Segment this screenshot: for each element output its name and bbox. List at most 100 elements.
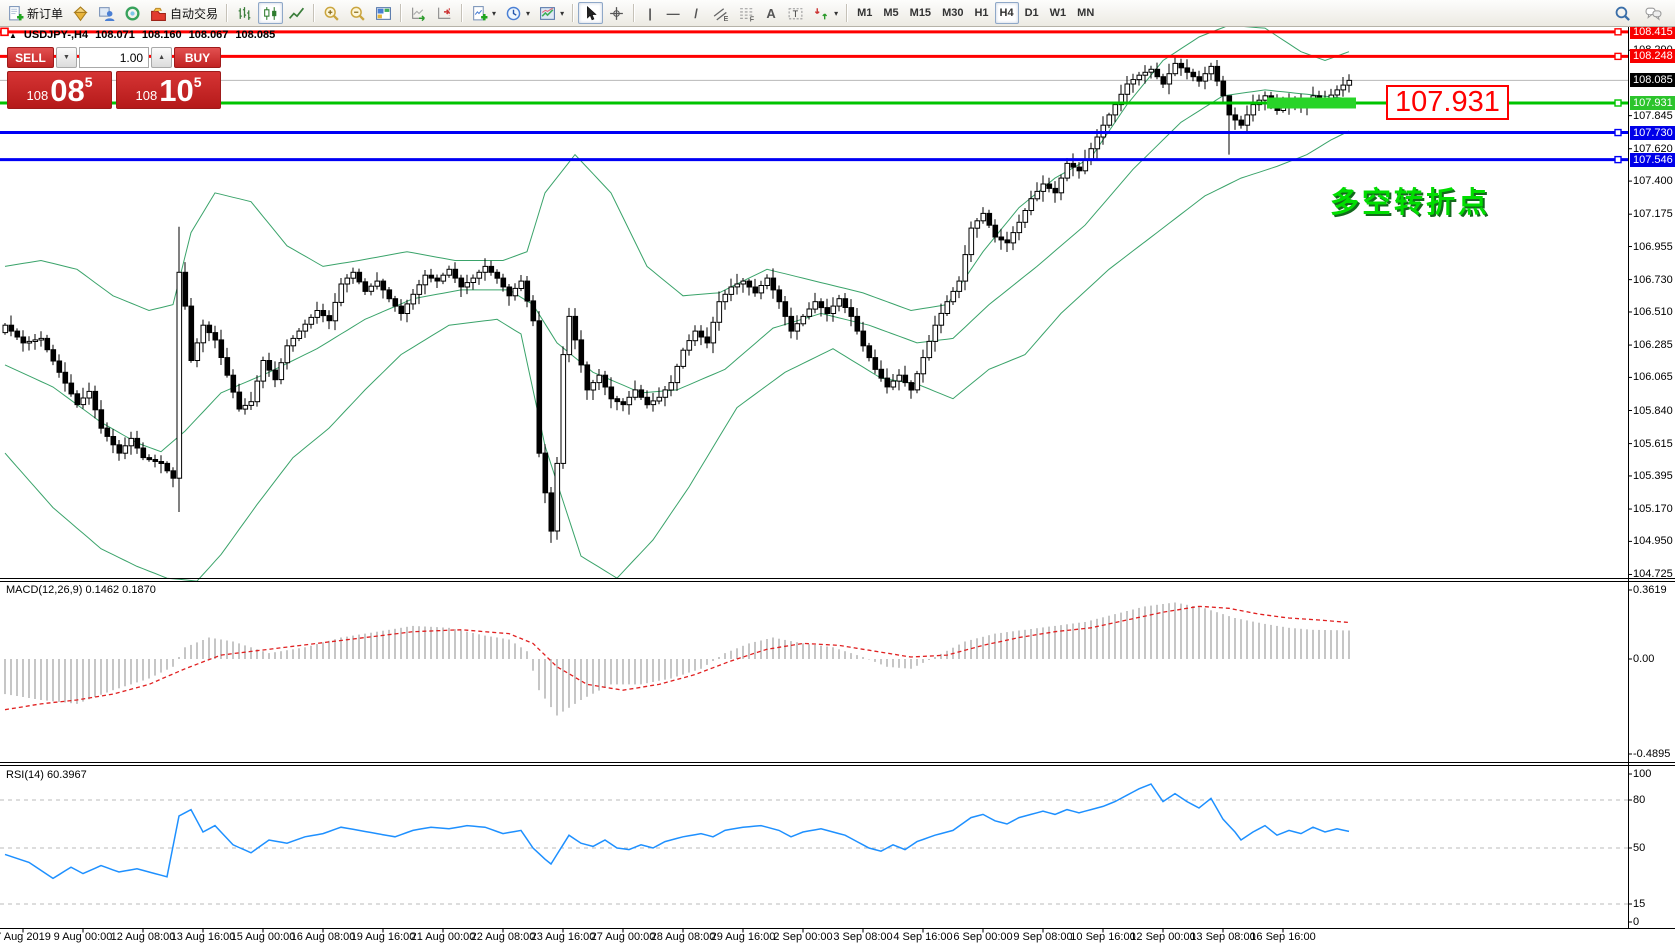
fibonacci-button[interactable]: F [734, 2, 759, 24]
candle-body [998, 236, 1005, 241]
candle-body [938, 312, 945, 326]
sell-price-tile[interactable]: 108 08 5 [7, 71, 112, 109]
periods-button[interactable]: ▾ [501, 2, 534, 24]
timeframe-w1-button[interactable]: W1 [1045, 2, 1072, 24]
candle-body [1022, 210, 1029, 223]
date-axis-label: 28 Aug 08:00 [650, 931, 716, 943]
templates-button[interactable]: ▾ [535, 2, 568, 24]
indicators-button[interactable]: ▾ [467, 2, 500, 24]
timeframe-mn-button[interactable]: MN [1072, 2, 1099, 24]
volume-input[interactable]: 1.00 [78, 47, 150, 68]
candle-body [14, 330, 21, 338]
candle-body [518, 280, 525, 290]
auto-scroll-button[interactable] [406, 2, 431, 24]
bar-chart-button[interactable] [232, 2, 257, 24]
candle-body [344, 277, 351, 285]
arrows-button[interactable]: ▾ [809, 2, 842, 24]
candle-body [464, 282, 471, 288]
equidistant-channel-button[interactable]: E [708, 2, 733, 24]
data-window-button[interactable] [120, 2, 145, 24]
timeframe-m15-button[interactable]: M15 [905, 2, 936, 24]
zoom-in-button[interactable] [319, 2, 344, 24]
candle-body [92, 390, 99, 411]
price-axis-label-blue: 107.730 [1630, 125, 1675, 140]
price-axis-label-green: 107.931 [1630, 96, 1675, 110]
periods-button-caret[interactable]: ▾ [526, 8, 531, 18]
candle-body [104, 427, 111, 437]
pivot-zone-rectangle[interactable] [1267, 97, 1356, 109]
line-anchor-handle[interactable] [1614, 128, 1622, 137]
line-chart-button[interactable] [284, 2, 309, 24]
buy-price-tile[interactable]: 108 10 5 [116, 71, 221, 109]
trendline-button[interactable]: / [685, 2, 707, 24]
candle-body [158, 461, 165, 464]
price-axis-label: 107.845 [1633, 109, 1673, 122]
sell-button[interactable]: SELL [7, 47, 54, 68]
candle-body [338, 283, 345, 303]
new-order-button[interactable]: 新订单 [3, 2, 67, 24]
indicators-button-caret[interactable]: ▾ [492, 8, 497, 18]
volume-increase-button[interactable]: ▲ [151, 47, 172, 68]
crosshair-icon [610, 6, 623, 20]
text-button[interactable]: A [760, 2, 782, 24]
timeframe-m1-button[interactable]: M1 [852, 2, 877, 24]
candlestick-chart-button[interactable] [258, 2, 284, 24]
pivot-annotation-text[interactable]: 多空转折点 [1330, 187, 1491, 219]
templates-button-caret[interactable]: ▾ [560, 8, 565, 18]
navigator-button[interactable] [94, 2, 119, 24]
search-button[interactable] [1610, 2, 1635, 24]
rsi-axis-label: 50 [1633, 842, 1646, 854]
candle-body [200, 324, 207, 344]
timeframe-m30-button[interactable]: M30 [937, 2, 968, 24]
zoom-out-button[interactable] [345, 2, 370, 24]
candle-body [146, 457, 153, 461]
candle-body [374, 280, 381, 287]
data-window-icon [125, 5, 140, 21]
candle-body [1010, 232, 1017, 244]
label-icon: T [788, 7, 803, 19]
candle-body [440, 274, 447, 282]
line-anchor-handle[interactable] [1614, 28, 1622, 36]
line-anchor-handle[interactable] [1614, 99, 1622, 107]
toolbar-separator [633, 4, 636, 22]
candle-body [44, 337, 51, 351]
price-axis-label-red: 108.248 [1630, 49, 1675, 64]
price-axis-label: 104.725 [1633, 568, 1673, 581]
volume-decrease-button[interactable]: ▼ [56, 47, 77, 68]
timeframe-h4-button[interactable]: H4 [994, 2, 1019, 24]
line-anchor-handle[interactable] [1614, 52, 1622, 61]
chart-shift-button[interactable] [432, 2, 457, 24]
candle-body [242, 404, 249, 410]
candle-body [734, 283, 741, 288]
candle-body [254, 380, 261, 403]
price-callout-label[interactable]: 107.931 [1386, 85, 1509, 120]
crosshair-button[interactable] [604, 2, 629, 24]
collapse-icon[interactable]: ▲ [9, 30, 17, 40]
candle-body [578, 339, 585, 366]
candle-body [1016, 221, 1023, 234]
horizontal-line-button[interactable]: — [662, 2, 684, 24]
cursor-button[interactable] [578, 2, 604, 24]
autotrade-button[interactable]: 自动交易 [146, 2, 222, 24]
chat-button[interactable] [1641, 2, 1666, 24]
candle-body [1052, 187, 1059, 194]
line-anchor-handle[interactable] [0, 27, 9, 37]
vertical-line-button[interactable]: | [639, 2, 661, 24]
timeframe-d1-button[interactable]: D1 [1020, 2, 1044, 24]
candle-body [878, 368, 885, 379]
arrows-button-caret[interactable]: ▾ [834, 8, 839, 18]
timeframe-h1-button[interactable]: H1 [969, 2, 993, 24]
line-anchor-handle[interactable] [1614, 155, 1622, 164]
candle-body [1346, 79, 1353, 86]
text-label-button[interactable]: T [783, 2, 808, 24]
ohlc-high: 108.160 [141, 29, 182, 41]
new-order-button-label: 新订单 [27, 6, 64, 21]
timeframe-m5-button[interactable]: M5 [878, 2, 903, 24]
candle-body [542, 452, 549, 494]
buy-button[interactable]: BUY [174, 47, 221, 68]
autotrade-icon [151, 7, 166, 21]
market-watch-button[interactable] [68, 2, 93, 24]
candle-body [116, 444, 123, 454]
tile-windows-button[interactable] [371, 2, 396, 24]
